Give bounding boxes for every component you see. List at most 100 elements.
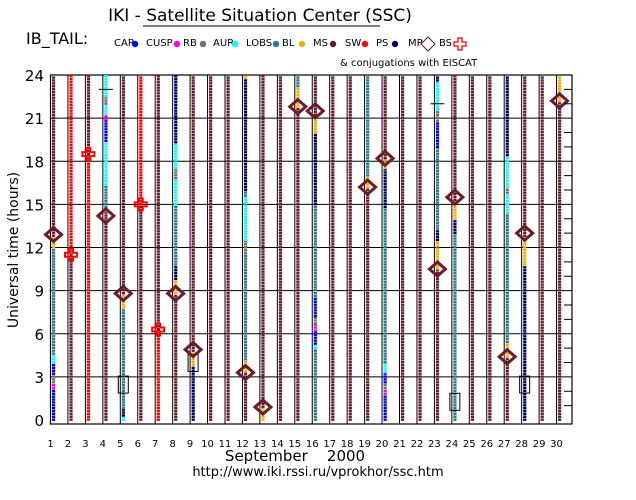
day-column-22	[418, 76, 422, 421]
region-dot-ms	[209, 131, 213, 134]
region-dot-ps	[505, 102, 509, 105]
region-dot-rb	[104, 102, 108, 105]
region-dot-ms	[156, 152, 160, 155]
region-dot-ms	[418, 171, 422, 174]
region-dot-ps	[191, 404, 195, 407]
region-dot-lobs	[313, 369, 317, 373]
region-dot-ms	[418, 277, 422, 281]
region-dot-ms	[505, 381, 509, 384]
region-dot-ms	[191, 208, 195, 212]
region-dot-ms	[156, 207, 160, 210]
region-dot-ms	[278, 96, 283, 99]
region-dot-ms	[209, 340, 213, 344]
region-dot-bl	[453, 200, 457, 203]
region-dot-lobs	[453, 315, 457, 318]
region-dot-ms	[558, 412, 562, 416]
region-dot-ms	[418, 375, 422, 378]
region-dot-ms	[488, 177, 492, 180]
region-dot-ms	[401, 274, 405, 278]
region-dot-cap	[52, 389, 56, 393]
region-dot-ms	[348, 369, 352, 373]
region-dot-ms	[488, 122, 492, 125]
region-dot-ms	[191, 263, 195, 266]
region-dot-ms	[69, 386, 73, 390]
region-dot-ms	[331, 257, 335, 260]
region-dot-ms	[540, 312, 544, 315]
region-dot-ms	[418, 283, 422, 286]
region-dot-cap	[435, 145, 440, 148]
region-dot-ms	[540, 407, 544, 410]
region-dot-sw	[69, 138, 73, 141]
region-dot-ms	[261, 86, 265, 89]
region-dot-ps	[313, 168, 317, 171]
region-dot-ms	[52, 177, 56, 180]
region-dot-ms	[470, 349, 474, 352]
region-dot-ms	[296, 326, 300, 329]
region-dot-ms	[296, 352, 300, 355]
region-dot-ms	[418, 191, 422, 194]
region-dot-ms	[488, 237, 492, 240]
region-dot-ms	[540, 274, 544, 278]
region-dot-bl	[523, 257, 527, 260]
region-dot-ms	[156, 235, 160, 239]
region-dot-ms	[296, 372, 300, 375]
region-dot-ms	[139, 358, 143, 361]
region-dot-ms	[261, 293, 265, 296]
region-dot-lobs	[121, 395, 125, 398]
region-dot-ms	[418, 128, 422, 131]
region-dot-cusp	[52, 384, 56, 387]
region-dot-ms	[191, 116, 195, 120]
region-dot-ms	[488, 148, 492, 151]
region-dot-ms	[540, 378, 544, 381]
region-dot-ps	[505, 142, 509, 145]
y-tick-label: 24	[25, 67, 44, 85]
region-dot-ms	[226, 145, 230, 148]
region-dot-ms	[348, 346, 352, 350]
region-dot-ms	[121, 182, 125, 186]
region-dot-ms	[156, 212, 160, 216]
region-dot-ms	[156, 221, 160, 224]
region-dot-ms	[488, 312, 492, 315]
region-dot-sw	[86, 395, 91, 398]
region-dot-ms	[331, 320, 335, 324]
region-dot-ms	[86, 92, 91, 95]
region-dot-ms	[401, 338, 405, 341]
region-dot-ms	[226, 185, 230, 189]
region-dot-ms	[296, 329, 300, 332]
region-dot-lobs	[313, 361, 317, 364]
region-dot-ps	[243, 179, 248, 183]
region-dot-ms	[139, 225, 143, 229]
region-dot-ms	[261, 310, 265, 314]
region-dot-ms	[69, 257, 73, 260]
region-dot-ms	[366, 237, 370, 240]
region-dot-ms	[209, 326, 213, 329]
region-dot-ms	[488, 263, 492, 266]
region-dot-lobs	[435, 166, 440, 170]
region-dot-aur	[435, 105, 440, 108]
region-dot-ms	[209, 274, 213, 278]
region-dot-lobs	[104, 188, 108, 191]
region-dot-ms	[331, 300, 335, 304]
region-dot-ms	[348, 254, 352, 258]
region-dot-ms	[540, 409, 544, 413]
region-dot-ms	[261, 281, 265, 285]
region-dot-ps	[243, 145, 248, 148]
region-dot-ms	[558, 182, 562, 186]
region-dot-aur	[505, 208, 509, 212]
region-dot-ps	[243, 177, 248, 180]
region-dot-ms	[296, 363, 300, 367]
region-dot-lobs	[505, 234, 509, 237]
region-dot-lobs	[505, 297, 509, 301]
region-dot-bl	[523, 246, 527, 249]
region-dot-lobs	[453, 329, 457, 332]
region-dot-ms	[69, 326, 73, 329]
region-dot-ms	[418, 392, 422, 396]
region-dot-ms	[86, 115, 91, 118]
region-dot-ms	[523, 113, 527, 117]
region-dot-ps	[174, 83, 178, 86]
region-dot-ms	[540, 220, 544, 223]
region-dot-lobs	[174, 237, 178, 240]
region-dot-ms	[505, 412, 509, 416]
region-dot-lobs	[453, 294, 457, 298]
region-dot-ms	[488, 108, 492, 111]
